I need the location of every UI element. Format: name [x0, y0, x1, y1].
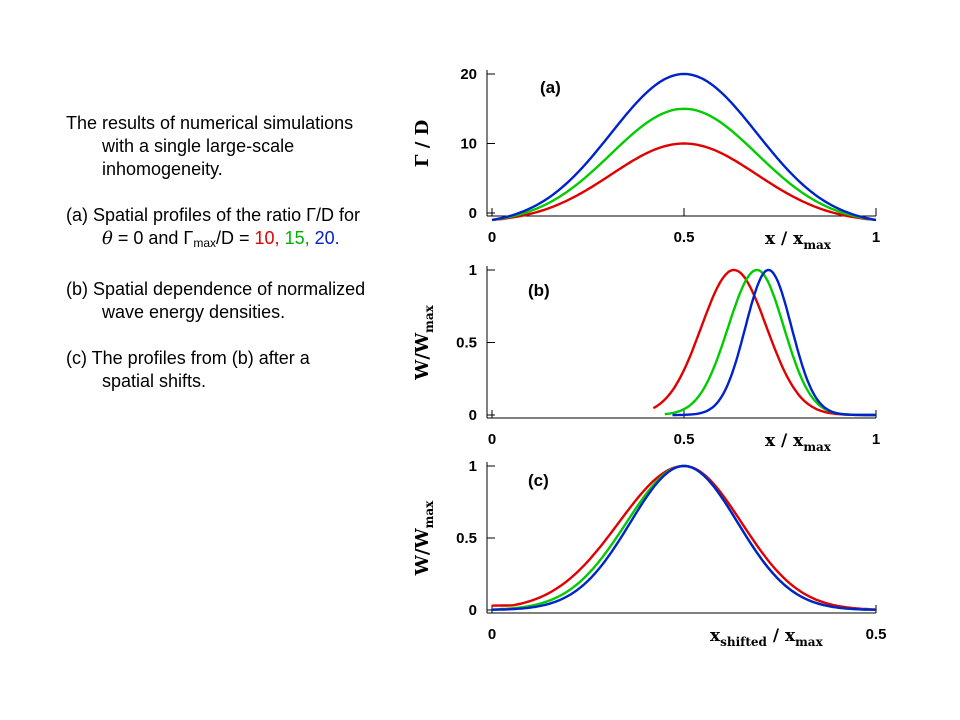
x-axis-label-1: x / xmax: [765, 431, 832, 454]
caption-panel: The results of numerical simulations wit…: [66, 112, 366, 416]
series-line-1-red: [652, 268, 876, 417]
x-axis-label-2: xshifted / xmax: [710, 626, 824, 649]
y-tick-label-1-2: 1: [469, 262, 477, 279]
sep-2: ,: [304, 228, 315, 248]
y-tick-label-2-0: 0: [469, 602, 477, 619]
value-15: 15: [284, 228, 305, 248]
theta-symbol: θ: [102, 228, 113, 249]
caption-a: (a) Spatial profiles of the ratio Γ/D fo…: [66, 204, 366, 255]
y-tick-label-2-1: 0.5: [456, 530, 477, 547]
x-tick-label-0-0: 0: [488, 229, 496, 246]
caption-b: (b) Spatial dependence of normalized wav…: [66, 279, 366, 322]
y-axis-label-1: W/Wmax: [412, 304, 436, 380]
series-line-0-red: [491, 142, 877, 222]
panel-label-0: (a): [540, 78, 561, 97]
y-tick-label-1-0: 0: [469, 407, 477, 424]
x-tick-label-2-0: 0: [488, 626, 496, 643]
x-tick-label-1-0: 0: [488, 431, 496, 448]
x-axis-label-0: x / xmax: [765, 229, 832, 252]
value-10: 10: [254, 228, 275, 248]
y-tick-label-2-2: 1: [469, 458, 477, 475]
caption-a-prefix: (a) Spatial profiles of the ratio Γ/D fo…: [66, 205, 361, 225]
caption-a-mid2: /D =: [216, 228, 255, 248]
y-axis-label-0: Γ / D: [412, 120, 433, 168]
sep-1: ,: [274, 228, 285, 248]
caption-a-end: .: [334, 228, 340, 248]
series-line-0-blue: [491, 72, 877, 222]
series-line-0-green: [491, 107, 877, 222]
series-line-2-red: [491, 464, 876, 611]
y-axis-label-2: W/Wmax: [412, 500, 436, 576]
caption-c: (c) The profiles from (b) after a spatia…: [66, 348, 310, 391]
series-line-1-blue: [672, 268, 876, 417]
x-tick-label-0-2: 1: [872, 229, 880, 246]
x-tick-label-2-1: 0.5: [866, 626, 887, 643]
series-line-2-blue: [491, 464, 877, 611]
x-tick-label-1-2: 1: [872, 431, 880, 448]
y-tick-label-1-1: 0.5: [456, 335, 477, 352]
caption-a-mid: = 0 and Γ: [112, 228, 194, 248]
caption-intro: The results of numerical simulations wit…: [66, 113, 354, 179]
y-tick-label-0-1: 10: [460, 136, 477, 153]
panel-label-1: (b): [528, 281, 550, 300]
panel-label-2: (c): [528, 471, 549, 490]
series-line-2-green: [492, 464, 877, 611]
y-tick-label-0-0: 0: [469, 205, 477, 222]
value-20: 20: [314, 228, 335, 248]
y-tick-label-0-2: 20: [460, 66, 477, 83]
x-tick-label-0-1: 0.5: [674, 229, 695, 246]
x-tick-label-1-1: 0.5: [674, 431, 695, 448]
caption-a-sub: max: [193, 236, 216, 250]
